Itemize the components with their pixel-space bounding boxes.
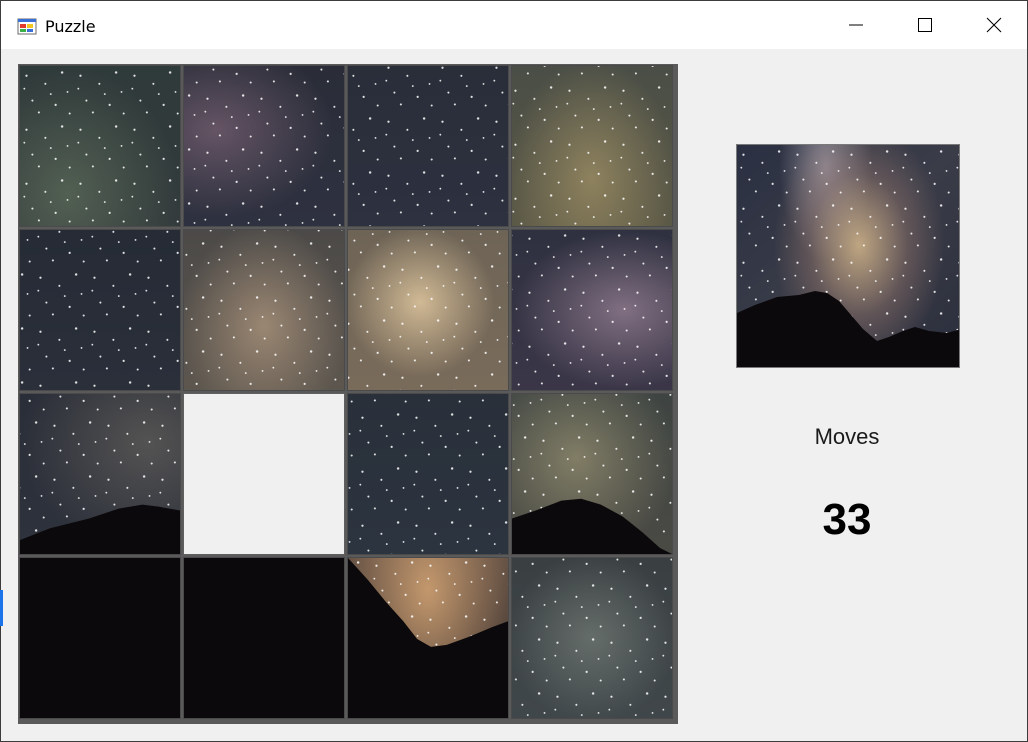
close-icon	[986, 17, 1002, 33]
tile-mountain-silhouette	[348, 558, 508, 718]
app-window-icon	[17, 16, 37, 36]
puzzle-tile[interactable]	[347, 229, 509, 391]
maximize-icon	[917, 17, 933, 33]
puzzle-tile[interactable]	[19, 229, 181, 391]
tile-sky	[20, 558, 180, 718]
puzzle-tile[interactable]	[183, 65, 345, 227]
puzzle-tile[interactable]	[511, 65, 673, 227]
tile-stars	[512, 230, 672, 390]
puzzle-tile[interactable]	[19, 393, 181, 555]
puzzle-tile[interactable]	[183, 229, 345, 391]
tile-stars	[184, 66, 344, 226]
puzzle-tile[interactable]	[19, 557, 181, 719]
puzzle-tile[interactable]	[347, 393, 509, 555]
minimize-button[interactable]	[821, 1, 891, 49]
maximize-button[interactable]	[890, 1, 960, 49]
tile-stars	[512, 66, 672, 226]
tile-sky	[184, 558, 344, 718]
tile-stars	[184, 230, 344, 390]
puzzle-tile[interactable]	[511, 229, 673, 391]
tile-stars	[512, 558, 672, 718]
close-button[interactable]	[959, 1, 1027, 49]
tile-stars	[20, 66, 180, 226]
tile-stars	[348, 230, 508, 390]
puzzle-tile[interactable]	[347, 557, 509, 719]
moves-label: Moves	[814, 424, 880, 449]
tile-stars	[20, 230, 180, 390]
puzzle-tile[interactable]	[511, 557, 673, 719]
tile-stars	[348, 66, 508, 226]
background-window-edge	[0, 590, 3, 626]
tile-mountain-silhouette	[512, 498, 672, 554]
moves-counter: 33	[822, 495, 872, 544]
puzzle-board	[18, 64, 678, 724]
empty-slot[interactable]	[183, 393, 345, 555]
minimize-icon	[848, 17, 864, 33]
puzzle-tile[interactable]	[19, 65, 181, 227]
title-bar[interactable]: Puzzle	[1, 1, 1027, 49]
puzzle-tile[interactable]	[347, 65, 509, 227]
preview-mountain-silhouette	[737, 291, 959, 367]
tile-stars	[348, 394, 508, 554]
solved-image-preview	[736, 144, 960, 368]
puzzle-tile[interactable]	[511, 393, 673, 555]
puzzle-tile[interactable]	[183, 557, 345, 719]
window-title: Puzzle	[45, 17, 96, 36]
tile-mountain-silhouette	[20, 504, 180, 554]
